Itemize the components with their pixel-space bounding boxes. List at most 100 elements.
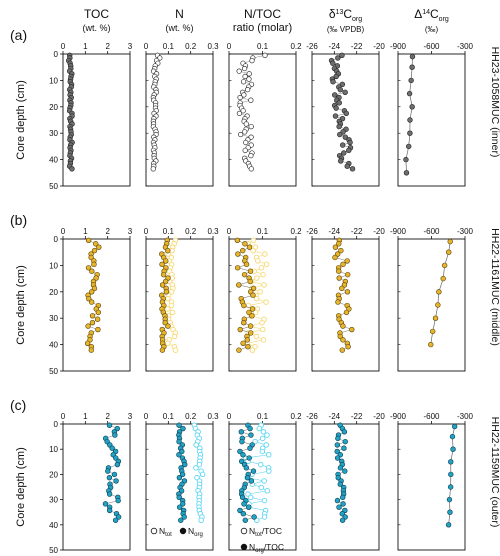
x-tick-label: -600 xyxy=(423,42,440,51)
data-point xyxy=(432,315,439,321)
x-tick-label: -600 xyxy=(423,227,440,236)
data-point-open xyxy=(262,251,268,257)
data-point xyxy=(95,326,101,333)
data-point xyxy=(408,77,414,84)
data-point-open xyxy=(250,247,256,254)
data-point xyxy=(240,247,246,254)
data-point xyxy=(339,81,346,88)
data-point xyxy=(340,261,346,268)
x-tick-label: 3 xyxy=(128,42,133,51)
data-point xyxy=(344,271,351,278)
x-tick-label: -22 xyxy=(351,42,363,51)
data-point xyxy=(95,309,102,316)
data-point xyxy=(341,429,348,435)
data-point xyxy=(240,511,247,517)
data-point-open xyxy=(243,139,249,146)
data-point xyxy=(176,474,183,481)
y-tick-label: 30 xyxy=(49,496,58,505)
data-point xyxy=(344,289,351,295)
data-point xyxy=(335,55,341,61)
data-point xyxy=(346,147,352,154)
x-tick-label: 0 xyxy=(144,42,149,51)
x-tick-label: 0.2 xyxy=(185,227,197,236)
header-d13c-label: δ13Corg xyxy=(329,7,362,23)
data-point xyxy=(176,452,182,458)
data-point xyxy=(246,309,252,316)
data-point xyxy=(250,468,257,474)
data-point xyxy=(102,501,109,507)
data-point xyxy=(115,514,122,520)
data-point xyxy=(85,265,92,271)
data-point xyxy=(244,474,251,481)
legend-ntot-toc-marker xyxy=(240,527,248,535)
data-point xyxy=(106,474,113,481)
x-tick-label: 2 xyxy=(105,227,110,236)
panel-1-D14c: -900 -600 -300 xyxy=(390,227,474,372)
data-point-open xyxy=(261,478,267,484)
data-point-open xyxy=(242,129,248,135)
data-point xyxy=(96,244,102,250)
x-tick-label: -900 xyxy=(390,42,407,51)
data-point xyxy=(338,247,344,254)
data-point xyxy=(336,275,342,281)
data-point xyxy=(345,344,351,350)
x-tick-label: 0.2 xyxy=(290,42,302,51)
data-point xyxy=(236,282,242,288)
x-tick-label: 0.1 xyxy=(163,42,175,51)
data-point xyxy=(176,438,182,445)
data-point-open xyxy=(258,265,265,271)
data-point xyxy=(111,471,118,478)
header-D14c-label: Δ14Corg xyxy=(414,7,449,23)
x-tick-label: 0.1 xyxy=(163,412,175,421)
data-point xyxy=(248,330,254,336)
data-point xyxy=(344,258,350,264)
data-point xyxy=(248,432,254,438)
data-point xyxy=(341,445,347,451)
data-point xyxy=(330,79,336,85)
x-tick-label: -300 xyxy=(457,42,474,51)
data-point xyxy=(342,438,348,445)
data-point xyxy=(349,326,355,333)
x-tick-label: 0.1 xyxy=(257,412,269,421)
core-label-2: HH22-1159MUC (outer) xyxy=(489,417,500,528)
panel-frame xyxy=(397,423,466,551)
panel-frame xyxy=(62,423,131,551)
data-point xyxy=(409,64,415,70)
data-point xyxy=(405,143,412,150)
data-point xyxy=(113,478,119,484)
data-point xyxy=(343,309,350,316)
data-point xyxy=(237,326,243,333)
data-point xyxy=(334,497,341,504)
data-point xyxy=(406,90,413,97)
y-tick-label: 10 xyxy=(49,261,58,270)
x-tick-label: 0.1 xyxy=(257,227,269,236)
data-point xyxy=(336,241,342,247)
header-toc: TOC (wt. %) xyxy=(83,7,111,33)
data-point-open xyxy=(236,110,243,117)
panel-0-n: 0 0.1 0.2 0.3 xyxy=(144,42,219,187)
x-tick-label: 0.2 xyxy=(185,412,197,421)
data-point xyxy=(159,282,166,288)
data-point xyxy=(339,347,345,353)
panel-2-n: 0 0.1 0.2 0.3 xyxy=(144,412,219,551)
data-point-open xyxy=(150,166,156,172)
data-point xyxy=(89,268,95,274)
x-tick-label: 2 xyxy=(105,412,110,421)
data-point xyxy=(342,134,349,140)
legend-norg-toc-marker xyxy=(240,543,248,551)
data-point xyxy=(84,340,91,346)
data-point-open xyxy=(241,65,248,72)
data-point xyxy=(112,517,119,523)
data-point xyxy=(251,514,257,520)
data-point xyxy=(163,289,170,295)
data-point xyxy=(250,292,256,298)
data-point xyxy=(176,494,182,501)
data-point-open xyxy=(253,333,260,340)
x-tick-label: 0.2 xyxy=(290,227,302,236)
data-point-open xyxy=(260,429,267,435)
data-point-open xyxy=(246,76,252,82)
header-toc-label: TOC xyxy=(84,7,109,21)
data-point xyxy=(338,158,344,164)
y-tick-label: 40 xyxy=(49,341,58,350)
